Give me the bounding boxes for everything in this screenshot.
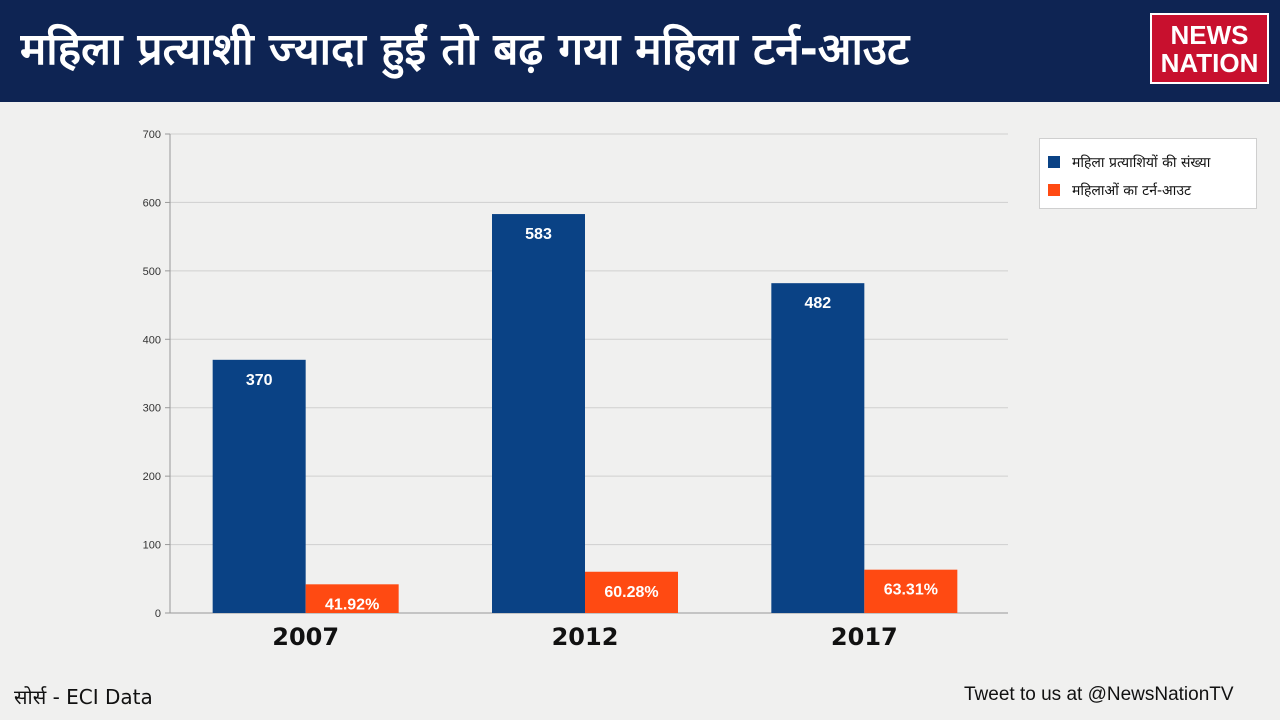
legend-label-candidates: महिला प्रत्याशियों की संख्या	[1072, 154, 1211, 171]
bar-turnout-2012	[585, 571, 678, 613]
data-label-candidates-2012: 583	[525, 226, 552, 243]
x-category-label-2017: 2017	[831, 623, 898, 651]
bar-candidates-2007	[212, 359, 306, 613]
x-category-label-2007: 2007	[272, 623, 339, 651]
data-label-turnout-2017: 63.31%	[884, 582, 938, 599]
legend-swatch-blue	[1048, 156, 1060, 168]
bar-turnout-2017	[864, 569, 958, 613]
y-tick-label: 600	[143, 197, 161, 209]
bar-candidates-2017	[771, 283, 865, 613]
legend-item-turnout: महिलाओं का टर्न-आउट	[1048, 176, 1256, 204]
header-bar: महिला प्रत्याशी ज्यादा हुईं तो बढ़ गया म…	[0, 0, 1280, 102]
y-tick-label: 100	[143, 540, 161, 552]
bar-turnout-2007	[305, 584, 399, 613]
logo-line-nation: NATION	[1160, 47, 1259, 78]
tweet-handle: Tweet to us at @NewsNationTV	[964, 684, 1234, 705]
source-note: सोर्स - ECI Data	[14, 685, 153, 709]
y-tick-label: 700	[143, 129, 161, 141]
data-label-turnout-2007: 41.92%	[325, 596, 379, 613]
legend-item-candidates: महिला प्रत्याशियों की संख्या	[1048, 148, 1256, 176]
bar-candidates-2012	[492, 214, 585, 613]
y-tick-label: 500	[143, 266, 161, 278]
data-label-candidates-2017: 482	[804, 295, 831, 312]
bar-chart: 0 100 200 300 400 500 600 700 370 41.92% 2007 583 60…	[143, 129, 1008, 651]
y-tick-label: 300	[143, 403, 161, 415]
legend-label-turnout: महिलाओं का टर्न-आउट	[1072, 182, 1192, 199]
page-title: महिला प्रत्याशी ज्यादा हुईं तो बढ़ गया म…	[20, 24, 910, 75]
logo-line-news: NEWS	[1170, 19, 1249, 50]
legend-swatch-orange	[1048, 184, 1060, 196]
chart-legend: महिला प्रत्याशियों की संख्या महिलाओं का …	[1039, 138, 1257, 209]
news-nation-logo: NEWS NATION	[1150, 13, 1269, 84]
y-tick-label: 200	[143, 471, 161, 483]
data-label-turnout-2012: 60.28%	[604, 584, 658, 601]
y-tick-label: 0	[155, 608, 161, 620]
y-tick-label: 400	[143, 334, 161, 346]
x-category-label-2012: 2012	[552, 623, 619, 651]
data-label-candidates-2007: 370	[246, 372, 273, 389]
